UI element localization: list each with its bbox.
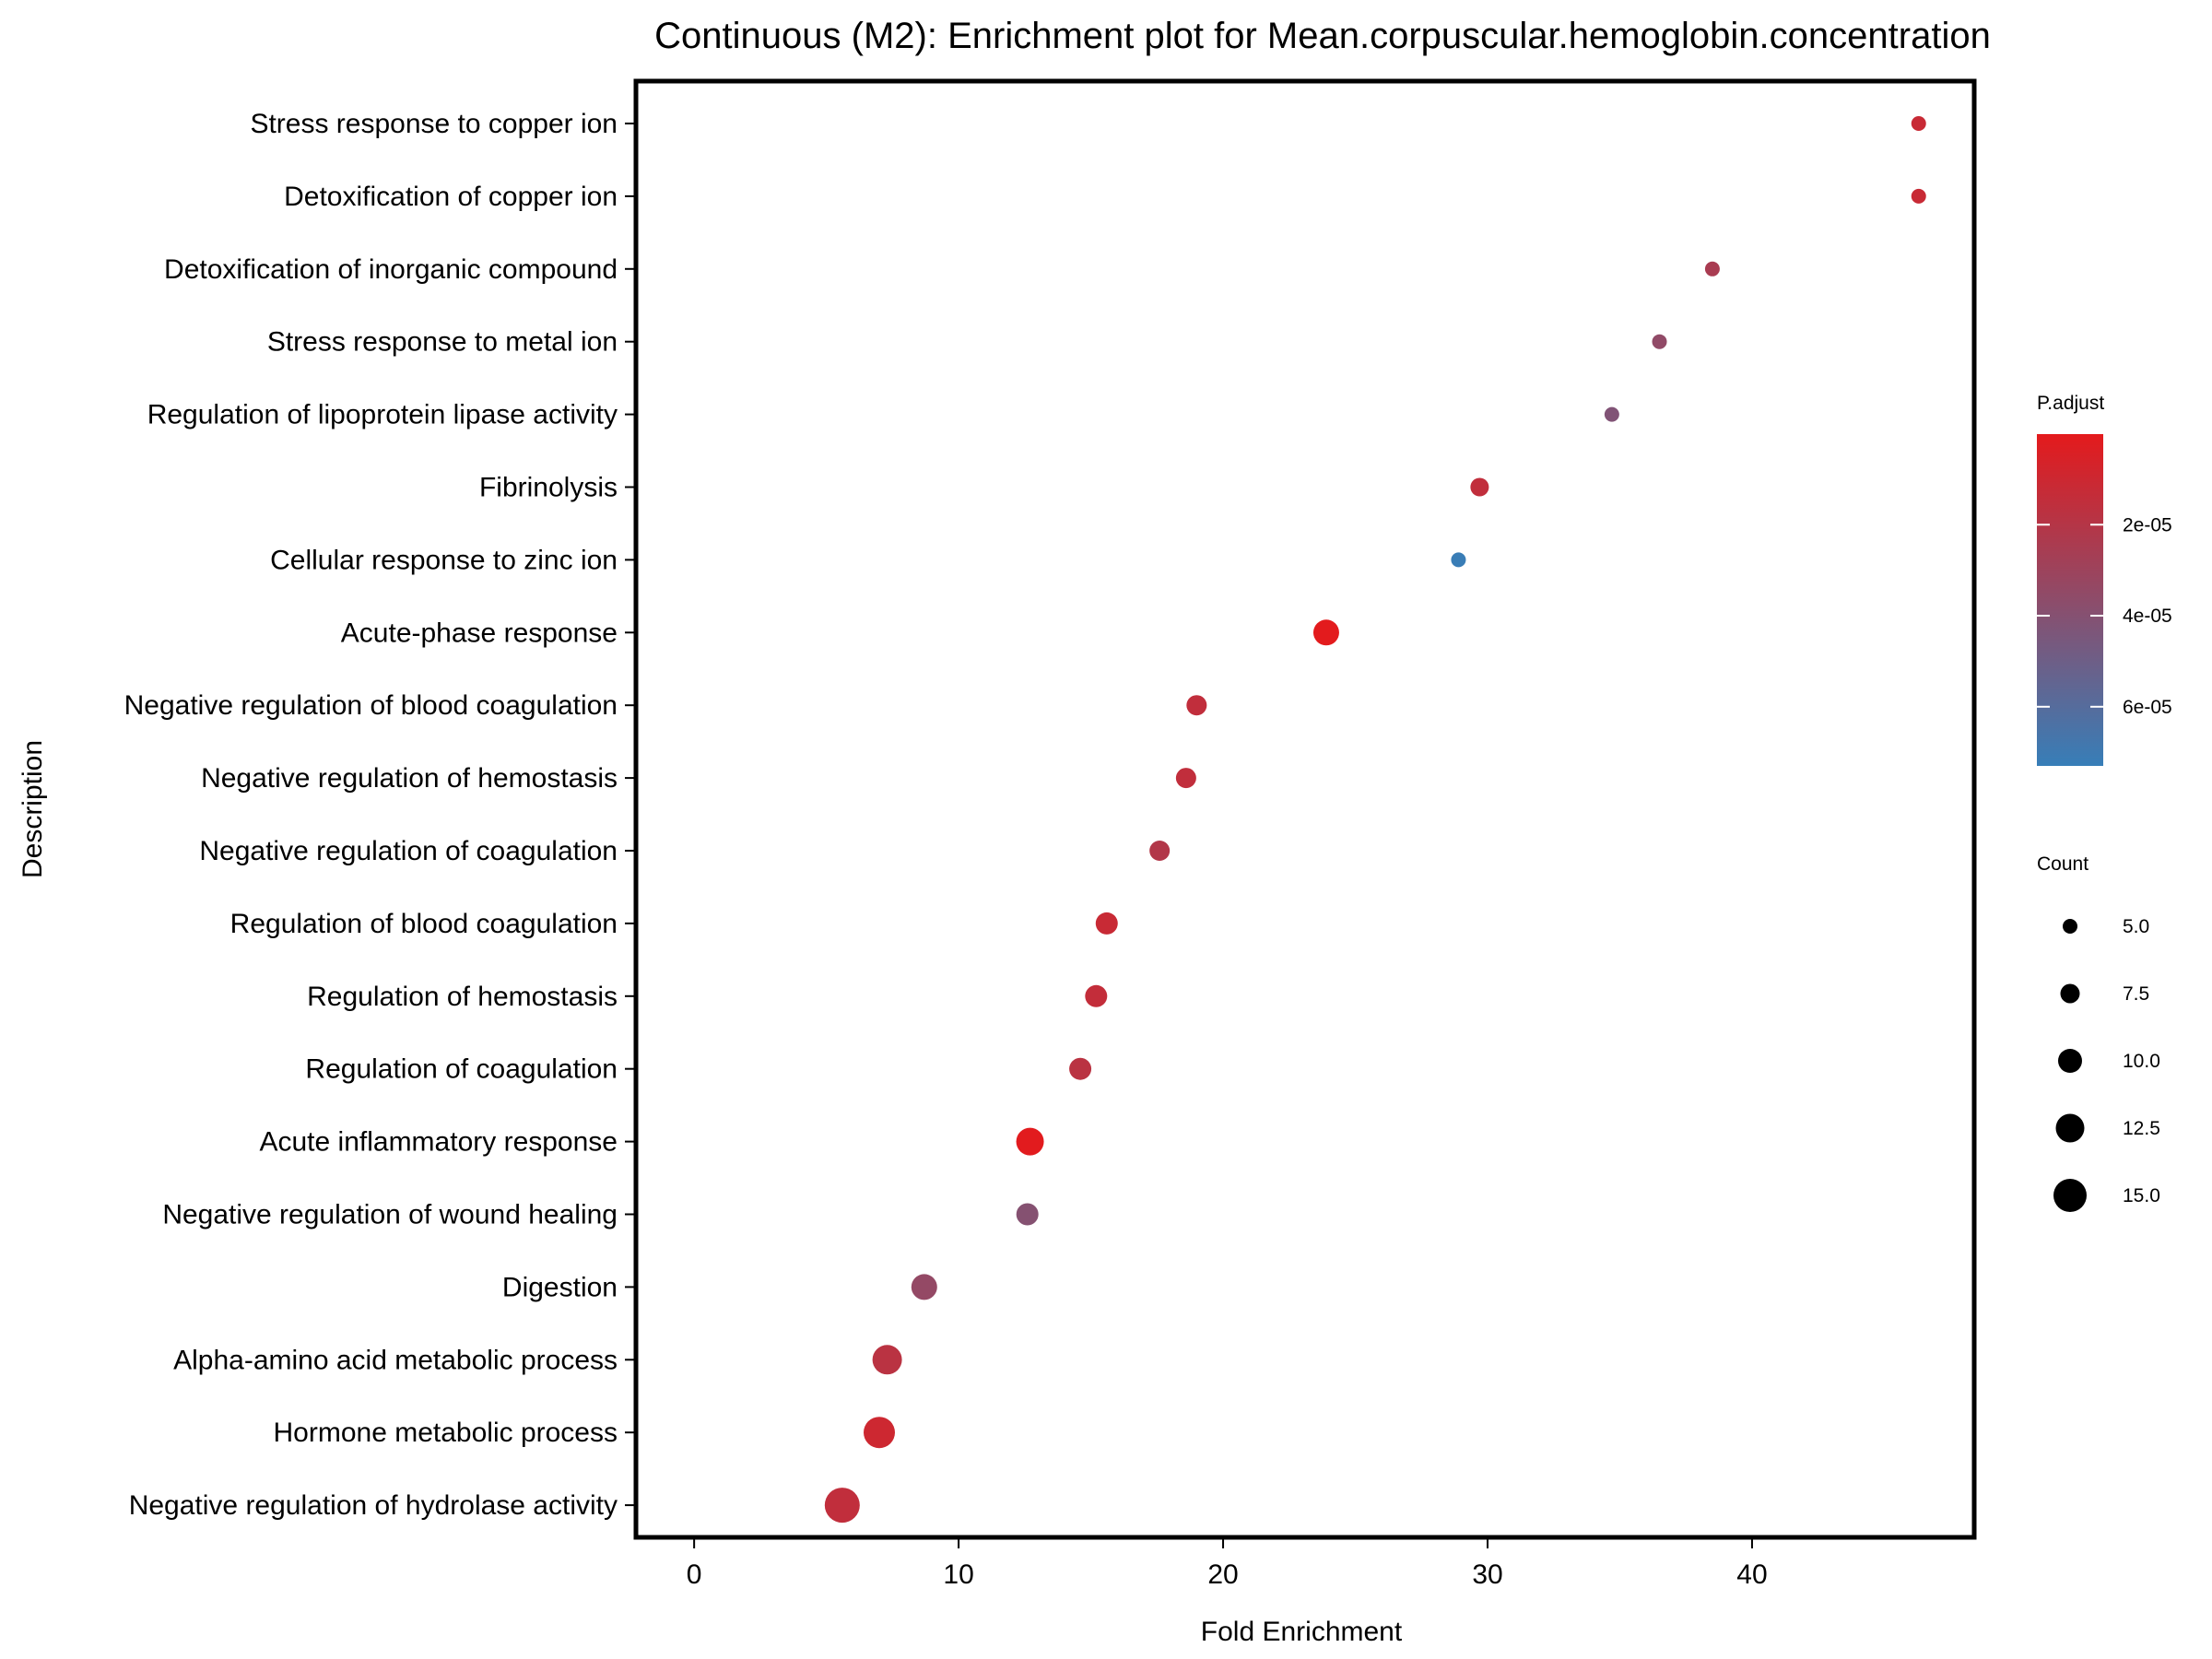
chart-title: Continuous (M2): Enrichment plot for Mea… <box>654 16 1991 56</box>
data-point <box>911 1274 937 1300</box>
plot-panel <box>633 78 1977 1540</box>
data-point <box>824 1488 860 1524</box>
y-tick-label: Negative regulation of hemostasis <box>201 763 618 794</box>
y-tick-label: Detoxification of inorganic compound <box>164 254 618 285</box>
y-tick-label: Regulation of coagulation <box>305 1054 618 1085</box>
size-legend-label: 10.0 <box>2123 1051 2160 1072</box>
y-tick-label: Acute inflammatory response <box>259 1127 618 1158</box>
data-point <box>1604 406 1619 422</box>
size-legend-key <box>2058 1049 2082 1073</box>
data-point <box>1016 1127 1044 1156</box>
x-tick-label: 40 <box>1736 1559 1767 1590</box>
data-point <box>1175 768 1196 789</box>
y-axis: Stress response to copper ion Detoxificat… <box>124 109 636 1521</box>
y-tick-label: Cellular response to zinc ion <box>270 545 618 575</box>
y-tick-label: Acute-phase response <box>341 618 618 648</box>
y-tick-label: Negative regulation of coagulation <box>199 836 618 866</box>
x-axis-title: Fold Enrichment <box>1201 1617 1403 1647</box>
data-point <box>1085 984 1108 1007</box>
data-point <box>1069 1057 1092 1080</box>
data-point <box>1451 552 1466 568</box>
size-legend-label: 15.0 <box>2123 1185 2160 1206</box>
y-tick-label: Regulation of blood coagulation <box>230 909 618 939</box>
color-legend-label: 2e-05 <box>2123 514 2172 535</box>
x-tick-label: 20 <box>1207 1559 1238 1590</box>
data-point <box>1911 188 1926 204</box>
y-tick-label: Negative regulation of hydrolase activit… <box>129 1490 618 1521</box>
data-point <box>864 1417 895 1449</box>
y-tick-label: Stress response to metal ion <box>267 327 618 358</box>
size-legend-title: Count <box>2037 853 2088 875</box>
y-tick-label: Detoxification of copper ion <box>284 182 618 212</box>
x-tick-label: 0 <box>687 1559 702 1590</box>
x-axis: 0 10 20 30 40 <box>687 1537 1768 1590</box>
color-legend: P.adjust 2e-05 4e-05 6e-05 <box>2037 393 2172 766</box>
y-tick-label: Regulation of hemostasis <box>307 982 618 1012</box>
y-tick-label: Regulation of lipoprotein lipase activit… <box>147 400 618 430</box>
size-legend-label: 12.5 <box>2123 1118 2160 1139</box>
data-point <box>1704 261 1720 276</box>
size-legend-label: 7.5 <box>2123 983 2149 1005</box>
y-axis-title: Description <box>18 740 48 878</box>
y-tick-label: Stress response to copper ion <box>250 109 618 139</box>
color-legend-title: P.adjust <box>2037 393 2104 414</box>
data-point <box>1652 334 1667 349</box>
data-point <box>1911 116 1926 131</box>
data-point <box>1470 477 1489 497</box>
data-point <box>1186 695 1207 716</box>
y-tick-label: Fibrinolysis <box>479 473 618 503</box>
color-legend-label: 4e-05 <box>2123 606 2172 627</box>
data-point <box>1149 841 1171 861</box>
y-tick-label: Negative regulation of blood coagulation <box>124 690 618 721</box>
data-point <box>872 1345 902 1375</box>
color-legend-label: 6e-05 <box>2123 697 2172 718</box>
x-tick-label: 30 <box>1472 1559 1502 1590</box>
y-tick-label: Alpha-amino acid metabolic process <box>173 1345 618 1375</box>
size-legend-key <box>2055 1113 2085 1143</box>
size-legend-key <box>2053 1179 2087 1212</box>
size-legend-key <box>2060 983 2080 1004</box>
y-tick-label: Negative regulation of wound healing <box>162 1200 618 1230</box>
data-point <box>1016 1203 1039 1226</box>
y-tick-label: Digestion <box>502 1272 618 1302</box>
size-legend-key <box>2063 919 2077 934</box>
data-point <box>1095 912 1118 935</box>
y-tick-label: Hormone metabolic process <box>274 1418 618 1448</box>
x-tick-label: 10 <box>943 1559 973 1590</box>
size-legend: Count 5.0 7.5 10.0 12.5 15.0 <box>2037 853 2160 1212</box>
size-legend-label: 5.0 <box>2123 916 2149 937</box>
data-point <box>1312 619 1339 646</box>
color-legend-bar <box>2037 434 2103 766</box>
data-points <box>824 116 1926 1524</box>
